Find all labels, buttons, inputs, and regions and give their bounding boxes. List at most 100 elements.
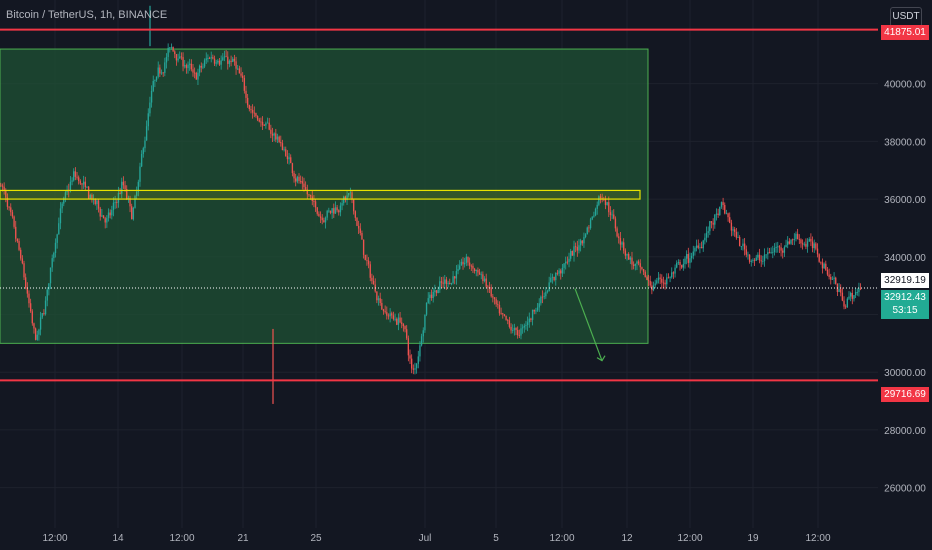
candle-body (298, 176, 300, 181)
candle-body (835, 277, 837, 284)
candle-body (179, 56, 181, 59)
candle-body (376, 291, 378, 301)
candle-body (762, 261, 764, 262)
candle-body (707, 231, 709, 233)
candle-body (722, 202, 724, 206)
candle-body (290, 157, 292, 164)
candle-body (629, 257, 632, 260)
candle-body (525, 325, 527, 326)
candle-body (796, 233, 799, 240)
candle-body (621, 242, 623, 245)
candle-body (53, 252, 55, 259)
candle-body (205, 58, 207, 61)
candle-body (772, 252, 774, 253)
candle-body (51, 258, 53, 268)
candle-body (78, 177, 80, 182)
candle-body (225, 56, 227, 58)
candle-body (811, 241, 814, 249)
candle-body (685, 254, 688, 259)
candle-body (858, 288, 860, 293)
candle-body (144, 140, 146, 149)
candle-body (265, 123, 267, 126)
x-tick-label: 21 (237, 533, 249, 544)
candle-body (313, 200, 315, 202)
candle-body (856, 292, 858, 293)
candle-body (122, 181, 125, 186)
candle-body (203, 60, 206, 67)
candle-body (695, 245, 698, 249)
candle-body (116, 201, 118, 203)
candle-body (150, 90, 153, 103)
candle-body (729, 217, 731, 223)
candle-body (233, 58, 236, 62)
candle-body (445, 279, 448, 284)
candle-body (758, 254, 761, 261)
candle-body (285, 149, 287, 156)
candle-body (348, 192, 350, 196)
candle-body (58, 223, 60, 235)
candle-body (820, 261, 822, 263)
projection-arrow (574, 288, 603, 361)
candle-body (126, 188, 128, 199)
candle-body (319, 216, 322, 218)
current-price-tag: 32912.43 53:15 (881, 290, 929, 319)
candle-body (16, 238, 19, 242)
candle-body (379, 298, 381, 303)
candle-body (656, 280, 658, 284)
candle-body (659, 277, 661, 279)
currency-badge[interactable]: USDT (890, 7, 922, 27)
candle-body (227, 56, 229, 64)
candle-body (198, 65, 201, 73)
candle-body (64, 192, 67, 199)
candle-body (329, 210, 332, 213)
candle-body (676, 262, 678, 268)
candle-body (195, 73, 197, 80)
candle-body (73, 171, 75, 181)
candle-body (462, 261, 464, 265)
candle-body (626, 253, 628, 256)
candle-body (502, 313, 504, 315)
candle-body (515, 327, 517, 331)
candle-body (230, 60, 232, 62)
candle-body (54, 242, 57, 253)
candle-body (845, 306, 847, 308)
candle-body (295, 178, 297, 182)
candle-body (132, 207, 135, 220)
candle-body (44, 300, 47, 315)
candle-body (296, 176, 299, 182)
candle-body (182, 57, 184, 67)
time-axis[interactable]: 12:00 14 12:00 21 25 Jul 5 12:00 12 12:00 19 12:00 (42, 533, 830, 544)
candle-body (119, 192, 121, 194)
candle-body (162, 72, 164, 74)
candle-body (768, 252, 771, 254)
candle-body (840, 289, 842, 293)
candle-body (406, 329, 408, 339)
candle-body (795, 233, 797, 240)
candle-body (242, 75, 244, 78)
candle-body (139, 166, 141, 182)
candle-body (160, 72, 163, 74)
candle-body (104, 218, 106, 223)
symbol-title[interactable]: Bitcoin / TetherUS, 1h, BINANCE (6, 9, 168, 21)
candle-body (806, 241, 809, 247)
candle-body (636, 261, 638, 264)
candle-body (432, 291, 434, 299)
candle-body (830, 276, 832, 280)
candle-series (0, 5, 862, 404)
candle-body (578, 245, 580, 251)
candle-body (333, 208, 335, 214)
candle-body (843, 300, 845, 307)
candle-body (579, 240, 582, 246)
candle-body (135, 191, 138, 196)
candle-body (366, 260, 368, 261)
candle-body (255, 113, 257, 116)
candle-body (215, 62, 217, 64)
candle-body (558, 270, 560, 274)
x-tick-label: 25 (310, 533, 322, 544)
candle-body (623, 242, 625, 251)
candle-body (798, 239, 800, 240)
candle-body (407, 338, 410, 356)
candle-body (69, 181, 72, 192)
candle-body (389, 313, 391, 317)
